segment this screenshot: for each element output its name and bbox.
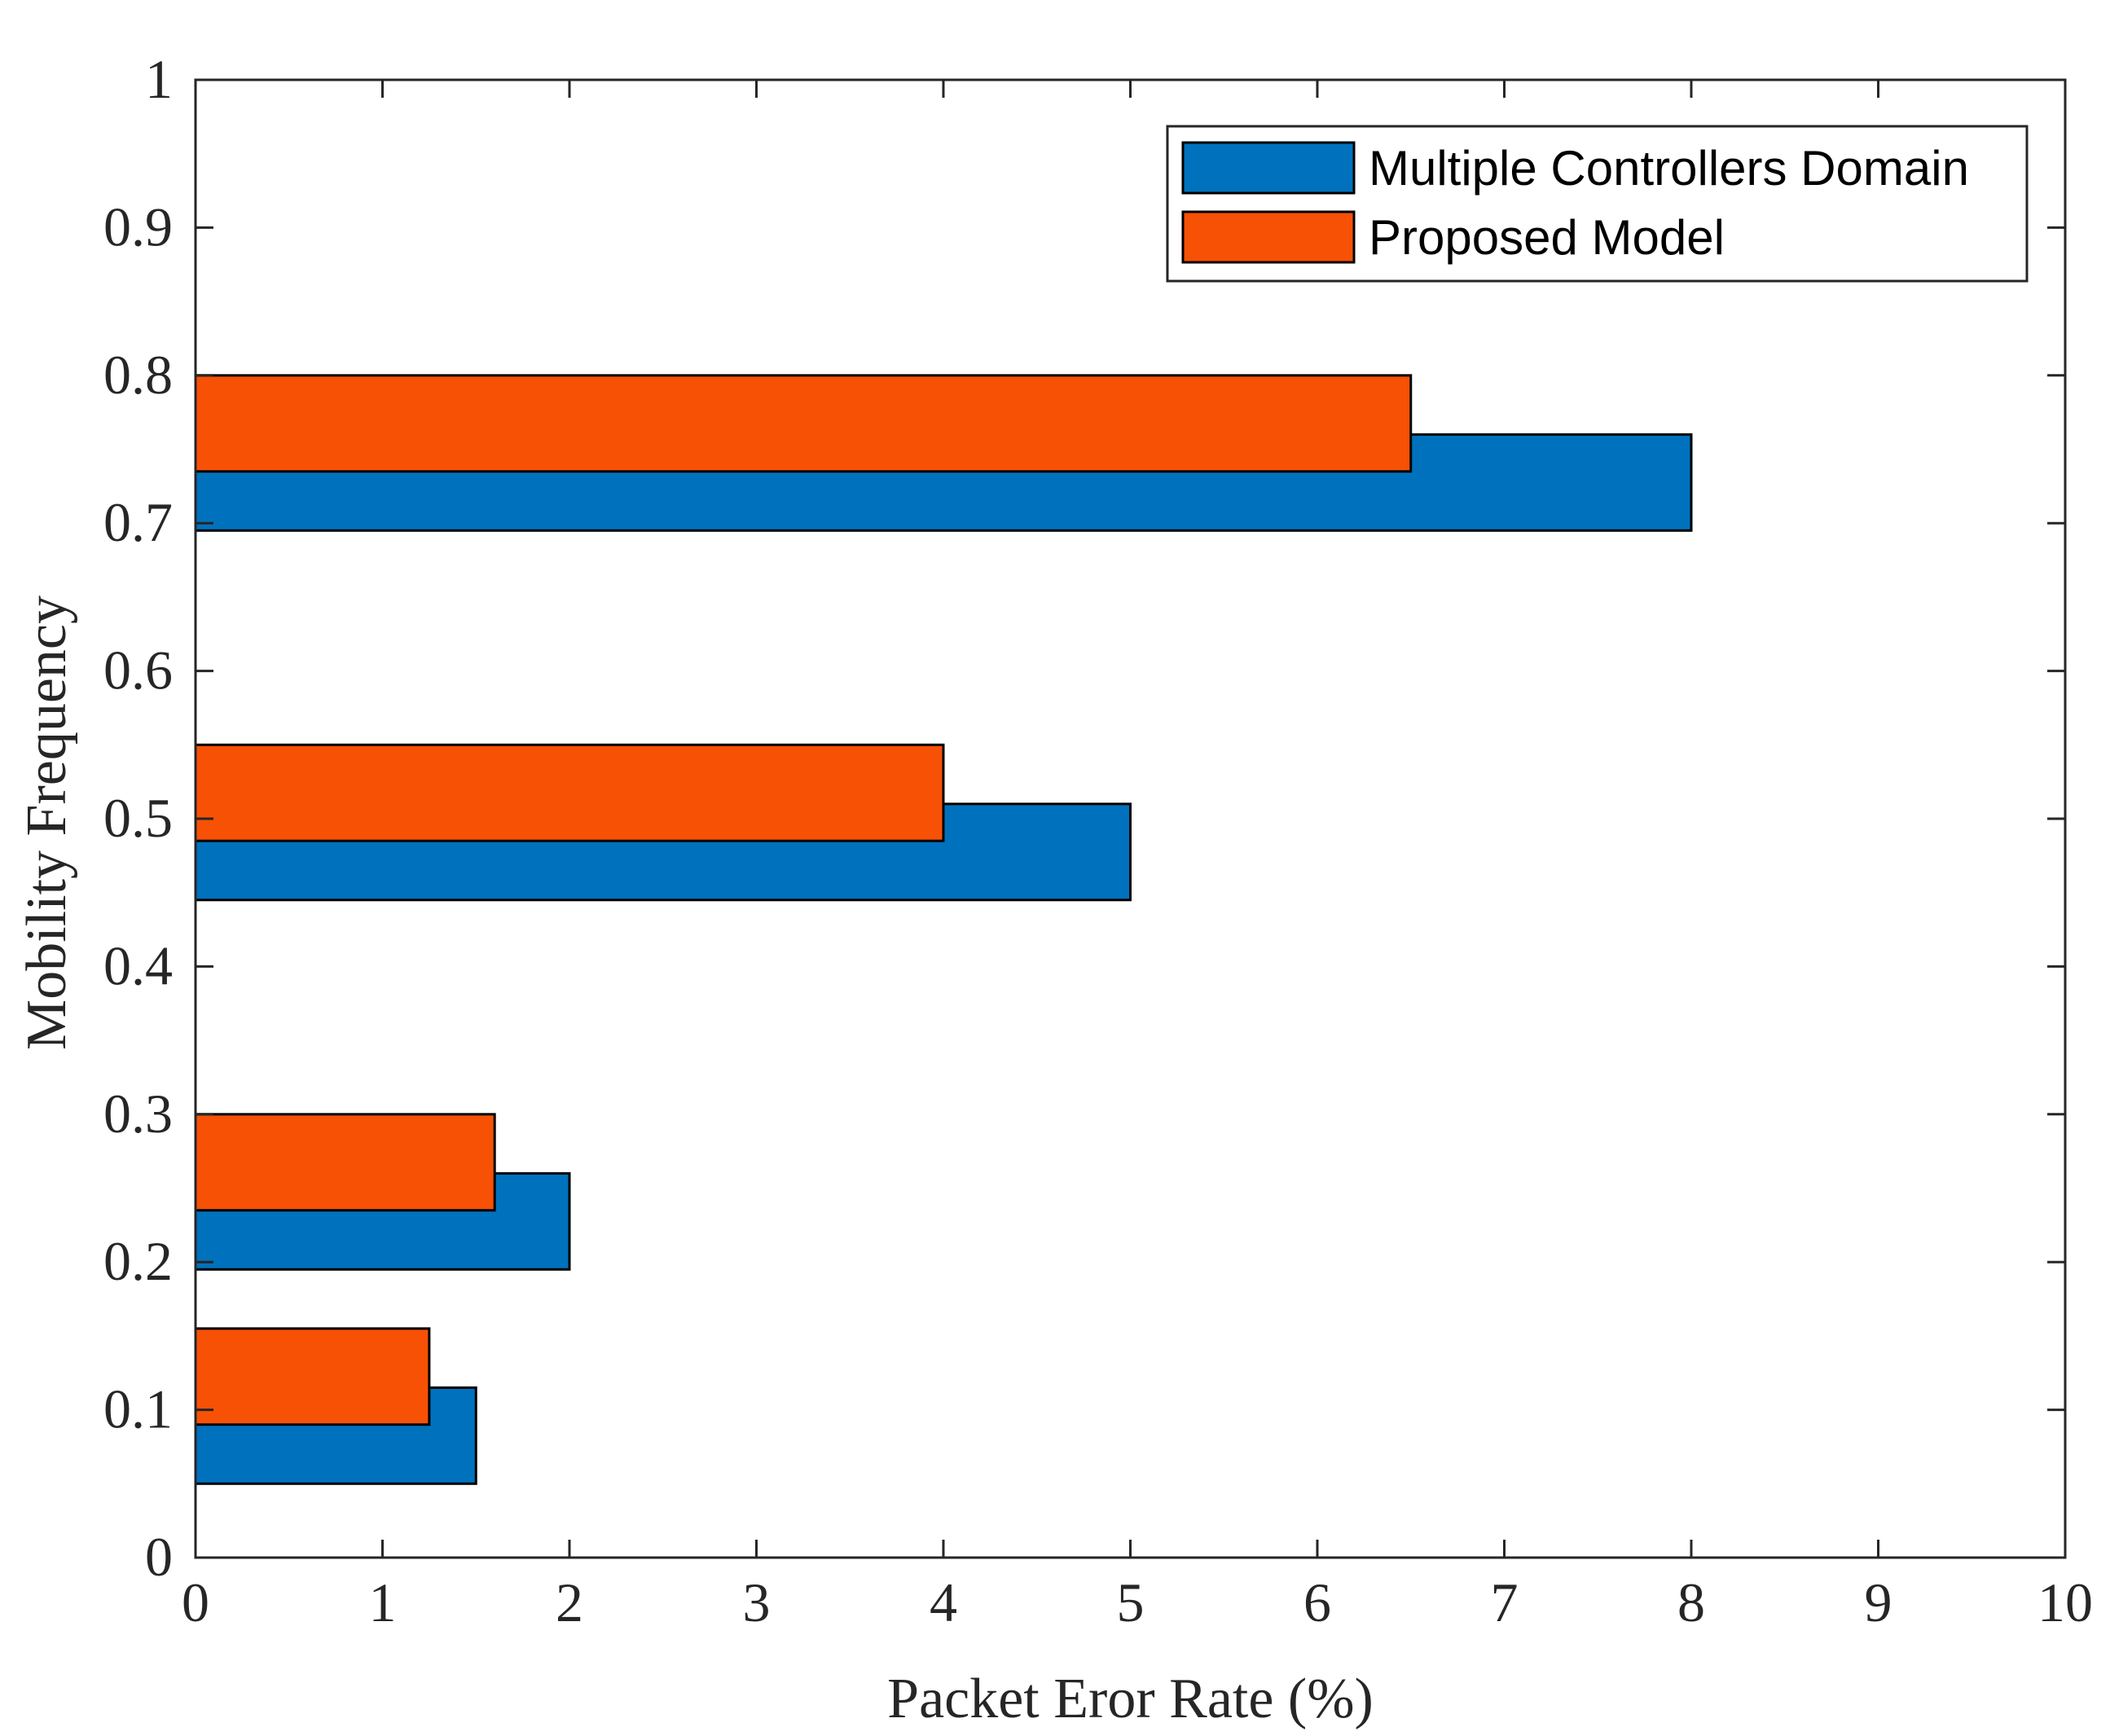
x-tick-label-6: 6 [1303,1571,1331,1633]
legend: Multiple Controllers Domain Proposed Mod… [1166,125,2029,283]
legend-swatch-proposed-model [1181,210,1356,264]
y-tick-label-2: 0.2 [103,1230,173,1292]
x-tick-label-8: 8 [1677,1571,1705,1633]
x-tick-label-3: 3 [743,1571,771,1633]
bar-proposed-model-2 [194,743,945,842]
y-tick-label-10: 1 [145,48,173,110]
plot-frame [194,78,2067,1559]
bar-proposed-model-0 [194,1327,431,1426]
y-tick-label-3: 0.3 [103,1083,173,1145]
bar-proposed-model-3 [194,374,1413,473]
bar-proposed-model-1 [194,1113,496,1212]
y-tick-label-7: 0.7 [103,491,173,553]
x-axis-title: Packet Eror Rate (%) [887,1668,1374,1730]
x-tick-labels: 0 1 2 3 4 5 6 7 8 9 10 [182,1571,2093,1633]
legend-swatch-multiple-controllers-domain [1181,141,1356,195]
y-tick-label-5: 0.5 [103,787,173,849]
y-axis-title: Mobility Frequency [15,596,78,1050]
bars-layer [194,374,1693,1485]
x-tick-label-4: 4 [930,1571,957,1633]
y-tick-label-8: 0.8 [103,344,173,406]
legend-label-multiple-controllers-domain: Multiple Controllers Domain [1369,141,1969,196]
x-tick-label-9: 9 [1865,1571,1892,1633]
x-tick-label-2: 2 [556,1571,583,1633]
y-tick-label-6: 0.6 [103,639,173,701]
x-tick-label-10: 10 [2037,1571,2093,1633]
x-tick-label-5: 5 [1117,1571,1145,1633]
y-tick-label-9: 0.9 [103,196,173,257]
y-tick-label-1: 0.1 [103,1378,173,1440]
y-tick-label-4: 0.4 [103,934,173,996]
y-tick-labels: 0 0.1 0.2 0.3 0.4 0.5 0.6 0.7 0.8 0.9 1 [103,48,173,1588]
x-tick-label-0: 0 [182,1571,209,1633]
x-tick-label-7: 7 [1491,1571,1519,1633]
y-tick-label-0: 0 [145,1526,173,1588]
legend-label-proposed-model: Proposed Model [1369,210,1725,265]
x-tick-label-1: 1 [369,1571,397,1633]
